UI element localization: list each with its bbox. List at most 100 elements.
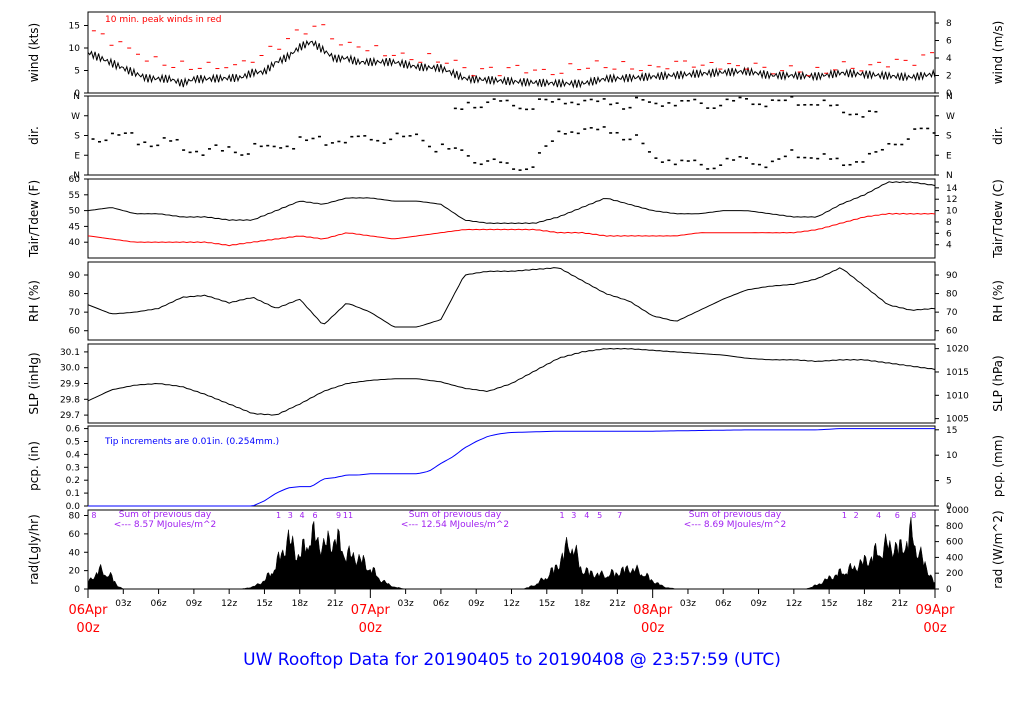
x-tick-label: 06z (715, 599, 731, 609)
dir-point (389, 139, 392, 141)
dir-point (525, 168, 528, 170)
dir-point (609, 132, 612, 134)
dir-point (732, 159, 735, 161)
radiation-hour-mark: 3 (571, 511, 576, 520)
radiation-note-title: Sum of previous day (689, 510, 782, 520)
dir-point (480, 163, 483, 165)
right-tick-label: 2 (946, 72, 952, 82)
x-tick-label: 12z (221, 599, 237, 609)
dir-point (635, 134, 638, 136)
dir-point (810, 157, 813, 159)
left-tick-label: 0.0 (66, 502, 81, 512)
y-axis-label-right: wind (m/s) (991, 21, 1005, 85)
panel-frame-relative-humidity (88, 262, 935, 340)
dir-point (829, 105, 832, 107)
dir-point (143, 141, 146, 143)
dir-point (344, 142, 347, 144)
dir-point (570, 131, 573, 133)
dir-point (208, 148, 211, 150)
dir-point (719, 164, 722, 166)
right-tick-label: S (946, 132, 952, 142)
dir-point (441, 143, 444, 145)
dir-point (570, 102, 573, 104)
dir-point (641, 143, 644, 145)
y-axis-label-left: Tair/Tdew (F) (27, 180, 41, 258)
dir-point (519, 169, 522, 171)
dir-point (137, 144, 140, 146)
dir-point (751, 163, 754, 165)
x-tick-label: 15z (821, 599, 837, 609)
left-tick-label: 29.9 (60, 380, 80, 390)
dir-point (674, 164, 677, 166)
left-tick-label: 40 (69, 548, 81, 558)
right-tick-label: 1015 (946, 368, 969, 378)
right-tick-label: 6 (946, 37, 952, 47)
dir-point (253, 143, 256, 145)
dir-point (467, 102, 470, 104)
dir-point (790, 96, 793, 98)
dir-point (564, 103, 567, 105)
left-tick-label: 80 (69, 512, 81, 522)
dir-point (447, 148, 450, 150)
x-tick-label: 12z (503, 599, 519, 609)
right-tick-label: 15 (946, 426, 957, 436)
left-tick-label: 30.0 (60, 364, 80, 374)
dir-point (551, 101, 554, 103)
dir-point (926, 128, 929, 130)
dir-point (764, 167, 767, 169)
right-tick-label: 80 (946, 290, 958, 300)
right-tick-label: 800 (946, 522, 963, 532)
x-date-label: 09Apr (915, 603, 955, 618)
dir-point (810, 104, 813, 106)
right-tick-label: 8 (946, 19, 952, 29)
y-axis-label-right: RH (%) (991, 280, 1005, 322)
dir-point (667, 102, 670, 104)
dir-point (312, 138, 315, 140)
dir-point (764, 106, 767, 108)
right-tick-label: 12 (946, 195, 957, 205)
right-tick-label: 5 (946, 477, 952, 487)
y-axis-label-right: rad (W/m^2) (991, 510, 1005, 588)
dir-point (771, 99, 774, 101)
dir-point (777, 158, 780, 160)
dir-point (117, 134, 120, 136)
dir-point (214, 144, 217, 146)
dir-point (887, 143, 890, 145)
dir-point (467, 155, 470, 157)
radiation-note-sum: <--- 8.69 MJoules/m^2 (684, 520, 786, 530)
x-tick-label: 03z (115, 599, 131, 609)
dir-point (739, 156, 742, 158)
x-tick-label: 15z (256, 599, 272, 609)
dir-point (680, 100, 683, 102)
dir-point (460, 108, 463, 110)
right-tick-label: 4 (946, 54, 952, 64)
radiation-note-sum: <--- 12.54 MJoules/m^2 (401, 520, 509, 530)
dir-point (538, 98, 541, 100)
right-tick-label: 8 (946, 218, 952, 228)
dir-point (680, 160, 683, 162)
left-tick-label: 30.1 (60, 348, 80, 358)
x-tick-label: 21z (892, 599, 908, 609)
x-time-label: 00z (359, 621, 383, 636)
dir-point (415, 134, 418, 136)
x-tick-label: 03z (680, 599, 696, 609)
radiation-hour-mark: 3 (288, 511, 293, 520)
y-axis-label-left: wind (kts) (27, 23, 41, 82)
dir-point (739, 97, 742, 99)
left-tick-label: 0.1 (66, 489, 80, 499)
panel-annotation: Tip increments are 0.01in. (0.254mm.) (104, 437, 279, 447)
dir-point (557, 99, 560, 101)
dir-point (130, 132, 133, 134)
left-tick-label: 50 (69, 207, 81, 217)
dir-point (383, 142, 386, 144)
radiation-hour-mark: 1 (276, 511, 281, 520)
dir-point (861, 161, 864, 163)
radiation-hour-mark: 4 (584, 511, 589, 520)
dir-point (531, 108, 534, 110)
dir-point (855, 161, 858, 163)
dir-point (849, 114, 852, 116)
dir-point (286, 146, 289, 148)
left-tick-label: 0.4 (66, 450, 81, 460)
dir-point (816, 158, 819, 160)
